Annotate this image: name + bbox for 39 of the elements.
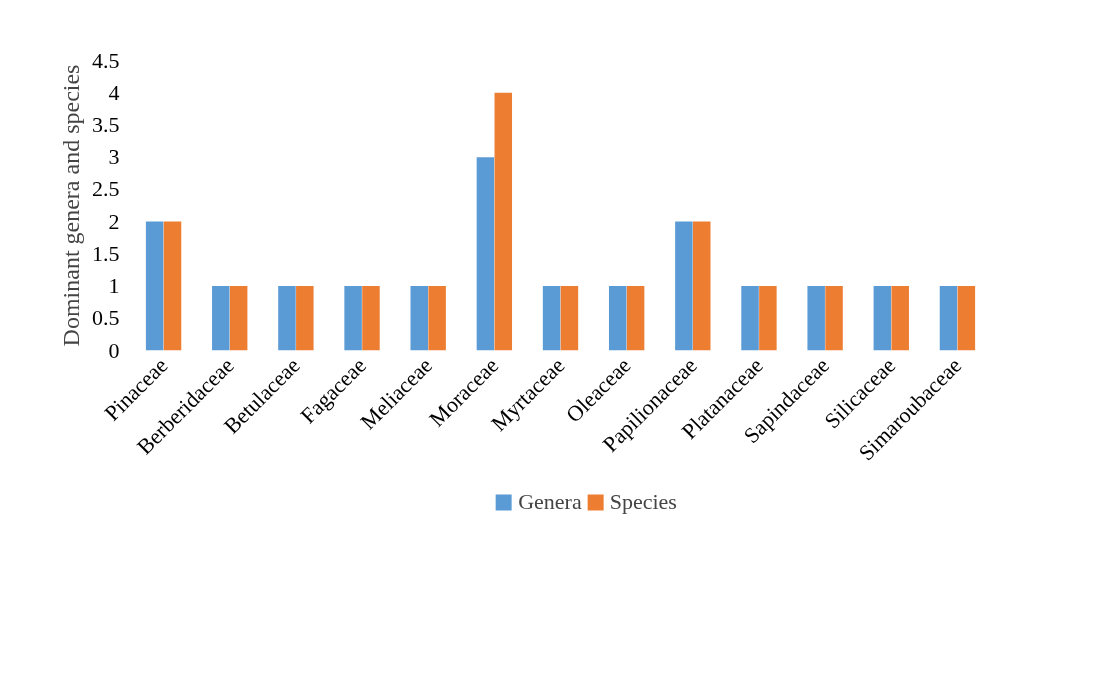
- y-axis-title: Dominant genera and species: [58, 64, 84, 347]
- y-tick-label: 3.5: [92, 111, 120, 137]
- y-tick-label: 0: [108, 337, 120, 363]
- bar: [542, 286, 561, 351]
- bar: [608, 286, 627, 351]
- y-tick-label: 2: [108, 208, 120, 234]
- bar: [873, 286, 892, 351]
- bar: [344, 286, 362, 351]
- bar: [891, 286, 909, 351]
- legend-label: Genera: [518, 489, 582, 515]
- bar: [626, 286, 645, 351]
- y-tick-label: 3: [108, 144, 120, 170]
- bar: [410, 286, 429, 351]
- bar: [362, 286, 380, 351]
- bar: [939, 286, 958, 351]
- bar: [759, 286, 777, 351]
- legend-label: Species: [609, 489, 677, 515]
- bar: [428, 286, 446, 351]
- bar: [145, 221, 164, 351]
- y-tick-label: 0.5: [92, 305, 120, 331]
- bar: [957, 286, 976, 351]
- y-tick-label: 2.5: [92, 176, 120, 202]
- bar: [692, 221, 711, 351]
- bar: [560, 286, 579, 351]
- bar: [807, 286, 825, 351]
- y-tick-label: 1: [108, 273, 120, 299]
- bar: [476, 157, 495, 351]
- bar: [675, 221, 693, 351]
- bar: [229, 286, 248, 351]
- bar: [825, 286, 843, 351]
- y-tick-label: 4: [108, 79, 120, 105]
- bar: [212, 286, 230, 351]
- bar: [296, 286, 314, 351]
- bar: [741, 286, 759, 351]
- y-tick-label: 4.5: [92, 47, 120, 73]
- bar: [278, 286, 296, 351]
- y-tick-label: 1.5: [92, 240, 120, 266]
- bar: [163, 221, 182, 351]
- bar: [494, 92, 513, 351]
